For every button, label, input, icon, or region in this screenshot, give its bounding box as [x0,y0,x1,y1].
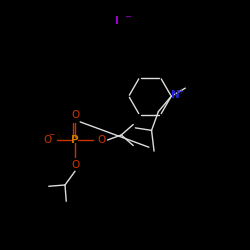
Text: I: I [116,16,119,26]
Text: O: O [71,110,79,120]
Text: O: O [44,135,52,145]
Text: +: + [178,87,184,96]
Text: O: O [98,135,106,145]
Text: N: N [172,90,180,100]
Text: O: O [71,160,79,170]
Text: −: − [124,12,131,21]
Text: −: − [48,130,54,140]
Text: P: P [71,135,79,145]
